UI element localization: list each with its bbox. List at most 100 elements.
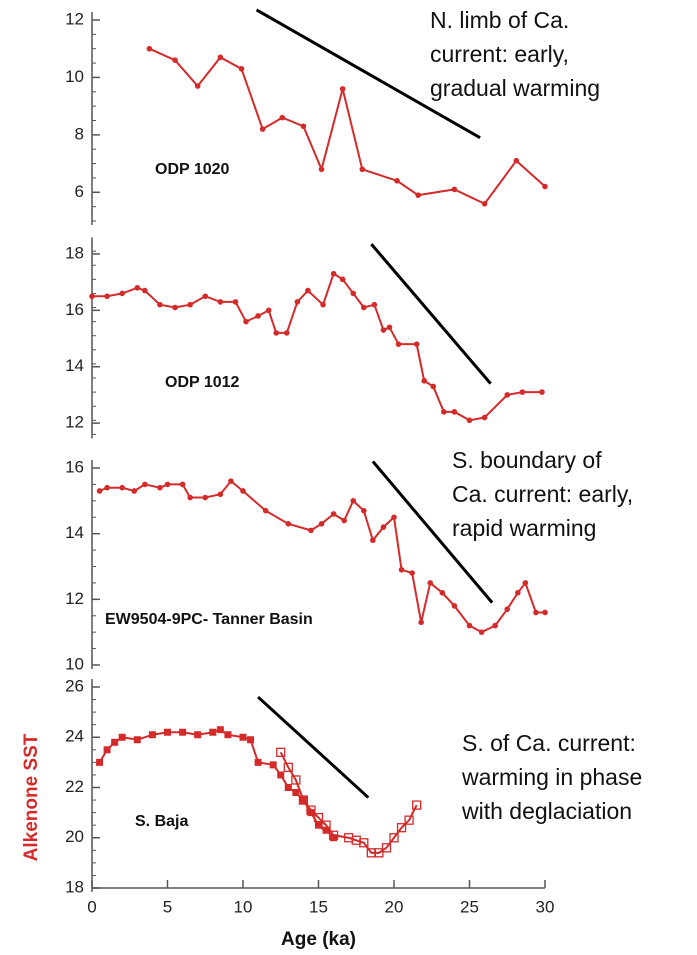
point xyxy=(134,284,141,291)
point xyxy=(542,609,548,616)
point xyxy=(321,820,331,830)
point xyxy=(359,838,369,848)
point xyxy=(232,299,239,305)
x-tick-label: 20 xyxy=(385,897,404,916)
y-tick-label: 10 xyxy=(65,654,84,673)
y-tick-label: 12 xyxy=(65,413,84,432)
point xyxy=(238,66,245,72)
y-tick-label: 16 xyxy=(65,457,84,476)
y-axis-label: Alkenone SST xyxy=(21,733,42,861)
y-tick-label: 10 xyxy=(65,67,84,86)
x-axis-label: Age (ka) xyxy=(281,929,356,950)
point xyxy=(157,301,163,308)
point xyxy=(89,293,95,300)
point xyxy=(172,57,178,63)
point xyxy=(291,775,301,785)
point xyxy=(315,821,322,829)
point xyxy=(386,324,393,331)
point xyxy=(133,736,141,744)
point xyxy=(504,392,511,398)
point xyxy=(239,733,247,741)
point xyxy=(320,301,326,308)
y-tick-label: 12 xyxy=(65,589,84,608)
point xyxy=(427,580,434,586)
point xyxy=(415,192,421,198)
point xyxy=(430,383,437,390)
point xyxy=(404,815,414,825)
point xyxy=(265,307,272,314)
point xyxy=(318,521,325,527)
point xyxy=(243,318,249,325)
point xyxy=(522,580,529,586)
point xyxy=(371,301,378,308)
point xyxy=(481,414,488,421)
x-tick-label: 25 xyxy=(460,897,479,916)
point xyxy=(217,54,224,61)
annotation: S. boundary of xyxy=(452,447,602,473)
point xyxy=(119,290,125,297)
point xyxy=(276,747,286,757)
point xyxy=(308,527,314,534)
point xyxy=(209,728,217,736)
point xyxy=(380,524,387,530)
point xyxy=(515,589,521,596)
point xyxy=(504,606,511,612)
point xyxy=(466,622,473,629)
point xyxy=(179,728,187,736)
point xyxy=(283,762,293,773)
y-tick-label: 22 xyxy=(65,777,84,796)
point xyxy=(217,491,224,498)
point xyxy=(439,589,446,596)
point xyxy=(194,83,201,89)
point xyxy=(187,301,193,308)
x-tick-label: 30 xyxy=(536,897,555,916)
point xyxy=(395,341,402,347)
point xyxy=(481,200,488,207)
point xyxy=(300,123,307,130)
point xyxy=(142,287,148,294)
point xyxy=(277,771,285,779)
point xyxy=(330,834,338,842)
point xyxy=(157,484,163,491)
point xyxy=(380,327,387,333)
annotation: rapid warming xyxy=(452,515,596,541)
trend-line xyxy=(371,460,494,604)
point xyxy=(398,566,405,573)
point xyxy=(96,488,103,494)
point xyxy=(104,293,110,300)
point xyxy=(179,481,186,488)
point xyxy=(217,299,224,305)
point xyxy=(492,622,498,629)
point xyxy=(254,758,262,766)
point xyxy=(519,389,526,395)
point xyxy=(148,731,156,739)
point xyxy=(381,843,392,853)
point xyxy=(202,494,209,501)
point xyxy=(285,521,292,527)
point xyxy=(269,761,277,769)
point xyxy=(283,330,290,336)
point xyxy=(298,795,309,805)
point xyxy=(339,276,346,283)
point xyxy=(322,826,330,834)
point xyxy=(305,287,311,294)
x-tick-label: 5 xyxy=(163,897,172,916)
point xyxy=(313,813,324,823)
point xyxy=(533,609,539,616)
point xyxy=(202,293,209,300)
point xyxy=(119,484,125,491)
annotation: warming in phase xyxy=(461,764,642,790)
point xyxy=(542,183,548,190)
point xyxy=(359,166,366,173)
trend-line xyxy=(257,695,370,799)
point xyxy=(330,270,337,277)
point xyxy=(418,619,424,626)
y-tick-label: 8 xyxy=(75,124,84,143)
point xyxy=(389,833,399,843)
annotation: N. limb of Ca. xyxy=(430,7,569,33)
y-tick-label: 12 xyxy=(65,9,84,28)
y-tick-label: 20 xyxy=(65,827,84,846)
point xyxy=(318,166,325,173)
point xyxy=(146,45,153,52)
